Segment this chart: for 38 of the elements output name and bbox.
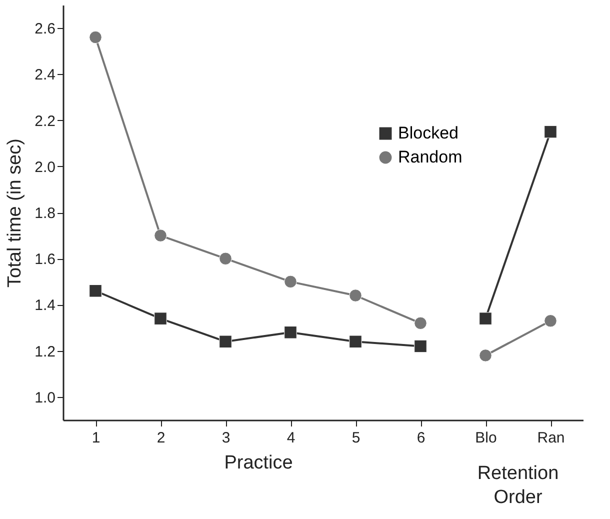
point — [544, 125, 557, 138]
point — [89, 30, 102, 44]
point — [414, 340, 427, 353]
y-tick-label: 1.0 — [34, 389, 56, 406]
legend-label: Blocked — [398, 124, 458, 142]
y-tick-label: 2.2 — [34, 112, 56, 130]
point — [154, 229, 167, 242]
legend-label: Random — [398, 148, 462, 166]
y-tick-label: 1.6 — [34, 251, 56, 268]
y-tick-label: 1.2 — [34, 343, 56, 360]
point — [349, 289, 362, 302]
point — [89, 284, 102, 298]
x-tick-label: Ran — [537, 430, 565, 446]
y-tick-label: 1.4 — [34, 297, 56, 314]
x-tick-label: 2 — [156, 430, 166, 446]
point — [349, 335, 362, 348]
point — [284, 275, 297, 288]
y-tick-label: 2.4 — [34, 66, 56, 84]
point — [414, 316, 427, 330]
text: Retention Order — [477, 463, 559, 508]
x-tick-label: 1 — [92, 430, 100, 446]
point — [479, 312, 492, 325]
point — [154, 312, 167, 325]
point — [479, 349, 492, 362]
y-axis-title: Total time (in sec) — [4, 138, 26, 288]
point — [284, 326, 297, 339]
y-tick-label: 2.0 — [34, 158, 56, 176]
x-tick-label: 5 — [352, 430, 360, 446]
x-tick-label: 3 — [222, 430, 230, 446]
point — [219, 252, 232, 265]
x-tick-label: Blo — [475, 430, 497, 446]
point — [219, 335, 232, 348]
x-tick-label: 6 — [416, 430, 426, 446]
y-tick-label: 2.6 — [34, 20, 56, 38]
x-axis-title: Practice — [224, 452, 293, 474]
y-tick-label: 1.8 — [34, 205, 56, 222]
x-tick-label: 4 — [286, 430, 296, 446]
point — [544, 314, 557, 328]
